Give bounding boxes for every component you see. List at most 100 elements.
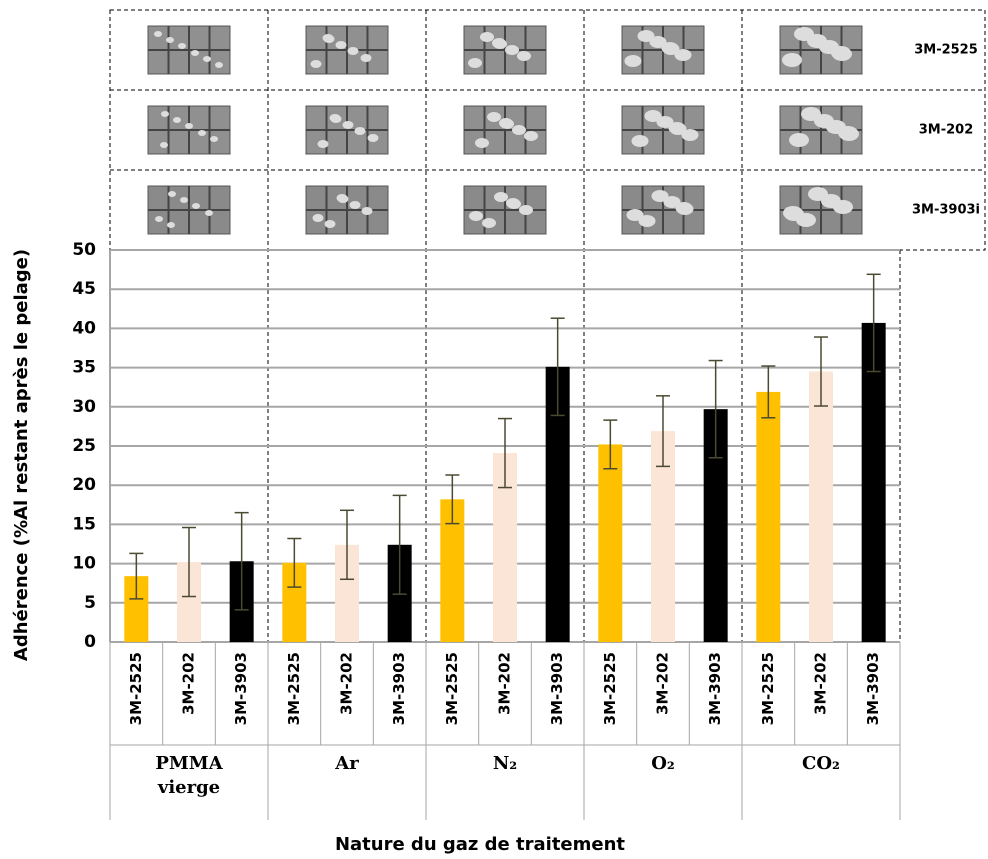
sample-spot — [342, 121, 354, 129]
sample-spot — [519, 205, 533, 215]
sample-spot — [681, 129, 699, 141]
sample-spot — [831, 46, 851, 60]
group-label: O₂ — [651, 753, 675, 774]
y-tick-label: 10 — [72, 554, 96, 574]
sample-spot — [675, 202, 693, 214]
sample-spot — [178, 43, 186, 49]
image-row-label: 3M-3903i — [912, 203, 980, 218]
sample-spot — [367, 134, 379, 142]
sample-spot — [185, 123, 193, 129]
sample-spot — [674, 49, 692, 61]
sample-spot — [161, 111, 169, 117]
sample-spot — [468, 58, 482, 68]
sample-spot — [349, 201, 361, 209]
y-tick-label: 30 — [72, 397, 96, 417]
x-tick-label: 3M-2525 — [601, 652, 619, 725]
sample-spot — [494, 192, 508, 202]
sample-spot — [198, 130, 206, 136]
sample-spot — [499, 118, 513, 128]
group-label: N₂ — [492, 753, 518, 774]
x-tick-label: 3M-2525 — [285, 652, 303, 725]
sample-spot — [668, 122, 686, 134]
sample-spot — [322, 34, 334, 42]
x-tick-label: 3M-3903 — [706, 652, 724, 725]
x-tick-label: 3M-2525 — [759, 652, 777, 725]
sample-spot — [783, 206, 803, 220]
bar — [809, 371, 833, 642]
sample-spot — [310, 60, 322, 68]
sample-spot — [487, 112, 501, 122]
sample-spot — [782, 53, 802, 67]
x-tick-label: 3M-3903 — [232, 652, 250, 725]
sample-spot — [663, 196, 681, 208]
y-axis-title: Adhérence (%Al restant après le pelage) — [11, 249, 32, 661]
x-tick-label: 3M-202 — [654, 652, 672, 715]
sample-spot — [329, 114, 341, 122]
sample-spot — [644, 110, 662, 122]
y-tick-label: 15 — [72, 514, 96, 534]
sample-spot — [661, 42, 679, 54]
sample-spot — [789, 133, 809, 147]
sample-spot — [167, 222, 175, 228]
sample-spot — [469, 211, 483, 221]
x-tick-label: 3M-3903 — [548, 652, 566, 725]
sample-spot — [160, 142, 168, 148]
x-tick-label: 3M-2525 — [443, 652, 461, 725]
x-tick-label: 3M-202 — [180, 652, 198, 715]
sample-spot — [360, 54, 372, 62]
image-row-label: 3M-202 — [919, 123, 974, 138]
sample-spot — [191, 50, 199, 56]
sample-spot — [215, 62, 223, 68]
sample-spot — [317, 140, 329, 148]
sample-spot — [637, 30, 655, 42]
group-label: Ar — [335, 753, 359, 774]
sample-spot — [205, 210, 213, 216]
bar — [598, 444, 623, 642]
sample-spot — [649, 36, 667, 48]
sample-spot — [651, 190, 669, 202]
sample-spot — [838, 126, 858, 140]
sample-spot — [524, 131, 538, 141]
x-tick-label: 3M-2525 — [127, 652, 145, 725]
bar — [861, 322, 886, 642]
y-tick-label: 25 — [72, 436, 96, 456]
y-tick-label: 20 — [72, 475, 96, 495]
sample-spot — [173, 117, 181, 123]
sample-spot — [631, 135, 649, 147]
y-tick-label: 50 — [72, 240, 96, 260]
bar — [756, 391, 781, 642]
sample-spot — [180, 197, 188, 203]
sample-spot — [312, 214, 324, 222]
sample-spot — [492, 38, 506, 48]
sample-spot — [506, 198, 520, 208]
x-tick-label: 3M-202 — [496, 652, 514, 715]
sample-spot — [324, 220, 336, 228]
sample-spot — [347, 47, 359, 55]
sample-spot — [475, 138, 489, 148]
sample-spot — [336, 194, 348, 202]
y-tick-label: 40 — [72, 318, 96, 338]
x-tick-label: 3M-3903 — [390, 652, 408, 725]
sample-spot — [154, 31, 162, 37]
sample-spot — [624, 55, 642, 67]
sample-spot — [517, 51, 531, 61]
sample-spot — [808, 187, 828, 201]
image-row-label: 3M-2525 — [914, 43, 978, 58]
sample-spot — [833, 200, 853, 214]
sample-spot — [210, 136, 218, 142]
y-tick-label: 5 — [84, 593, 96, 613]
sample-spot — [335, 41, 347, 49]
sample-spot — [794, 27, 814, 41]
sample-spot — [168, 191, 176, 197]
y-tick-label: 45 — [72, 279, 96, 299]
sample-spot — [192, 203, 200, 209]
sample-spot — [512, 125, 526, 135]
sample-spot — [626, 209, 644, 221]
sample-spot — [203, 56, 211, 62]
sample-spot — [801, 107, 821, 121]
group-label: PMMA vierge — [155, 753, 223, 798]
x-tick-label: 3M-3903 — [864, 652, 882, 725]
sample-spot — [480, 32, 494, 42]
sample-spot — [482, 218, 496, 228]
